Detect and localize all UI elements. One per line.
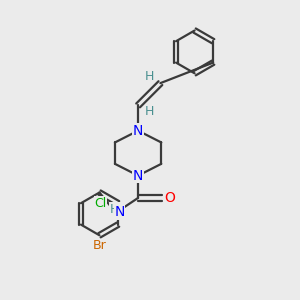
Text: N: N <box>114 205 124 219</box>
Text: Br: Br <box>93 239 106 252</box>
Text: N: N <box>133 124 143 138</box>
Text: Cl: Cl <box>94 197 107 210</box>
Text: H: H <box>145 106 154 118</box>
Text: H: H <box>144 70 154 83</box>
Text: O: O <box>164 191 175 205</box>
Text: N: N <box>133 169 143 183</box>
Text: H: H <box>110 203 119 216</box>
